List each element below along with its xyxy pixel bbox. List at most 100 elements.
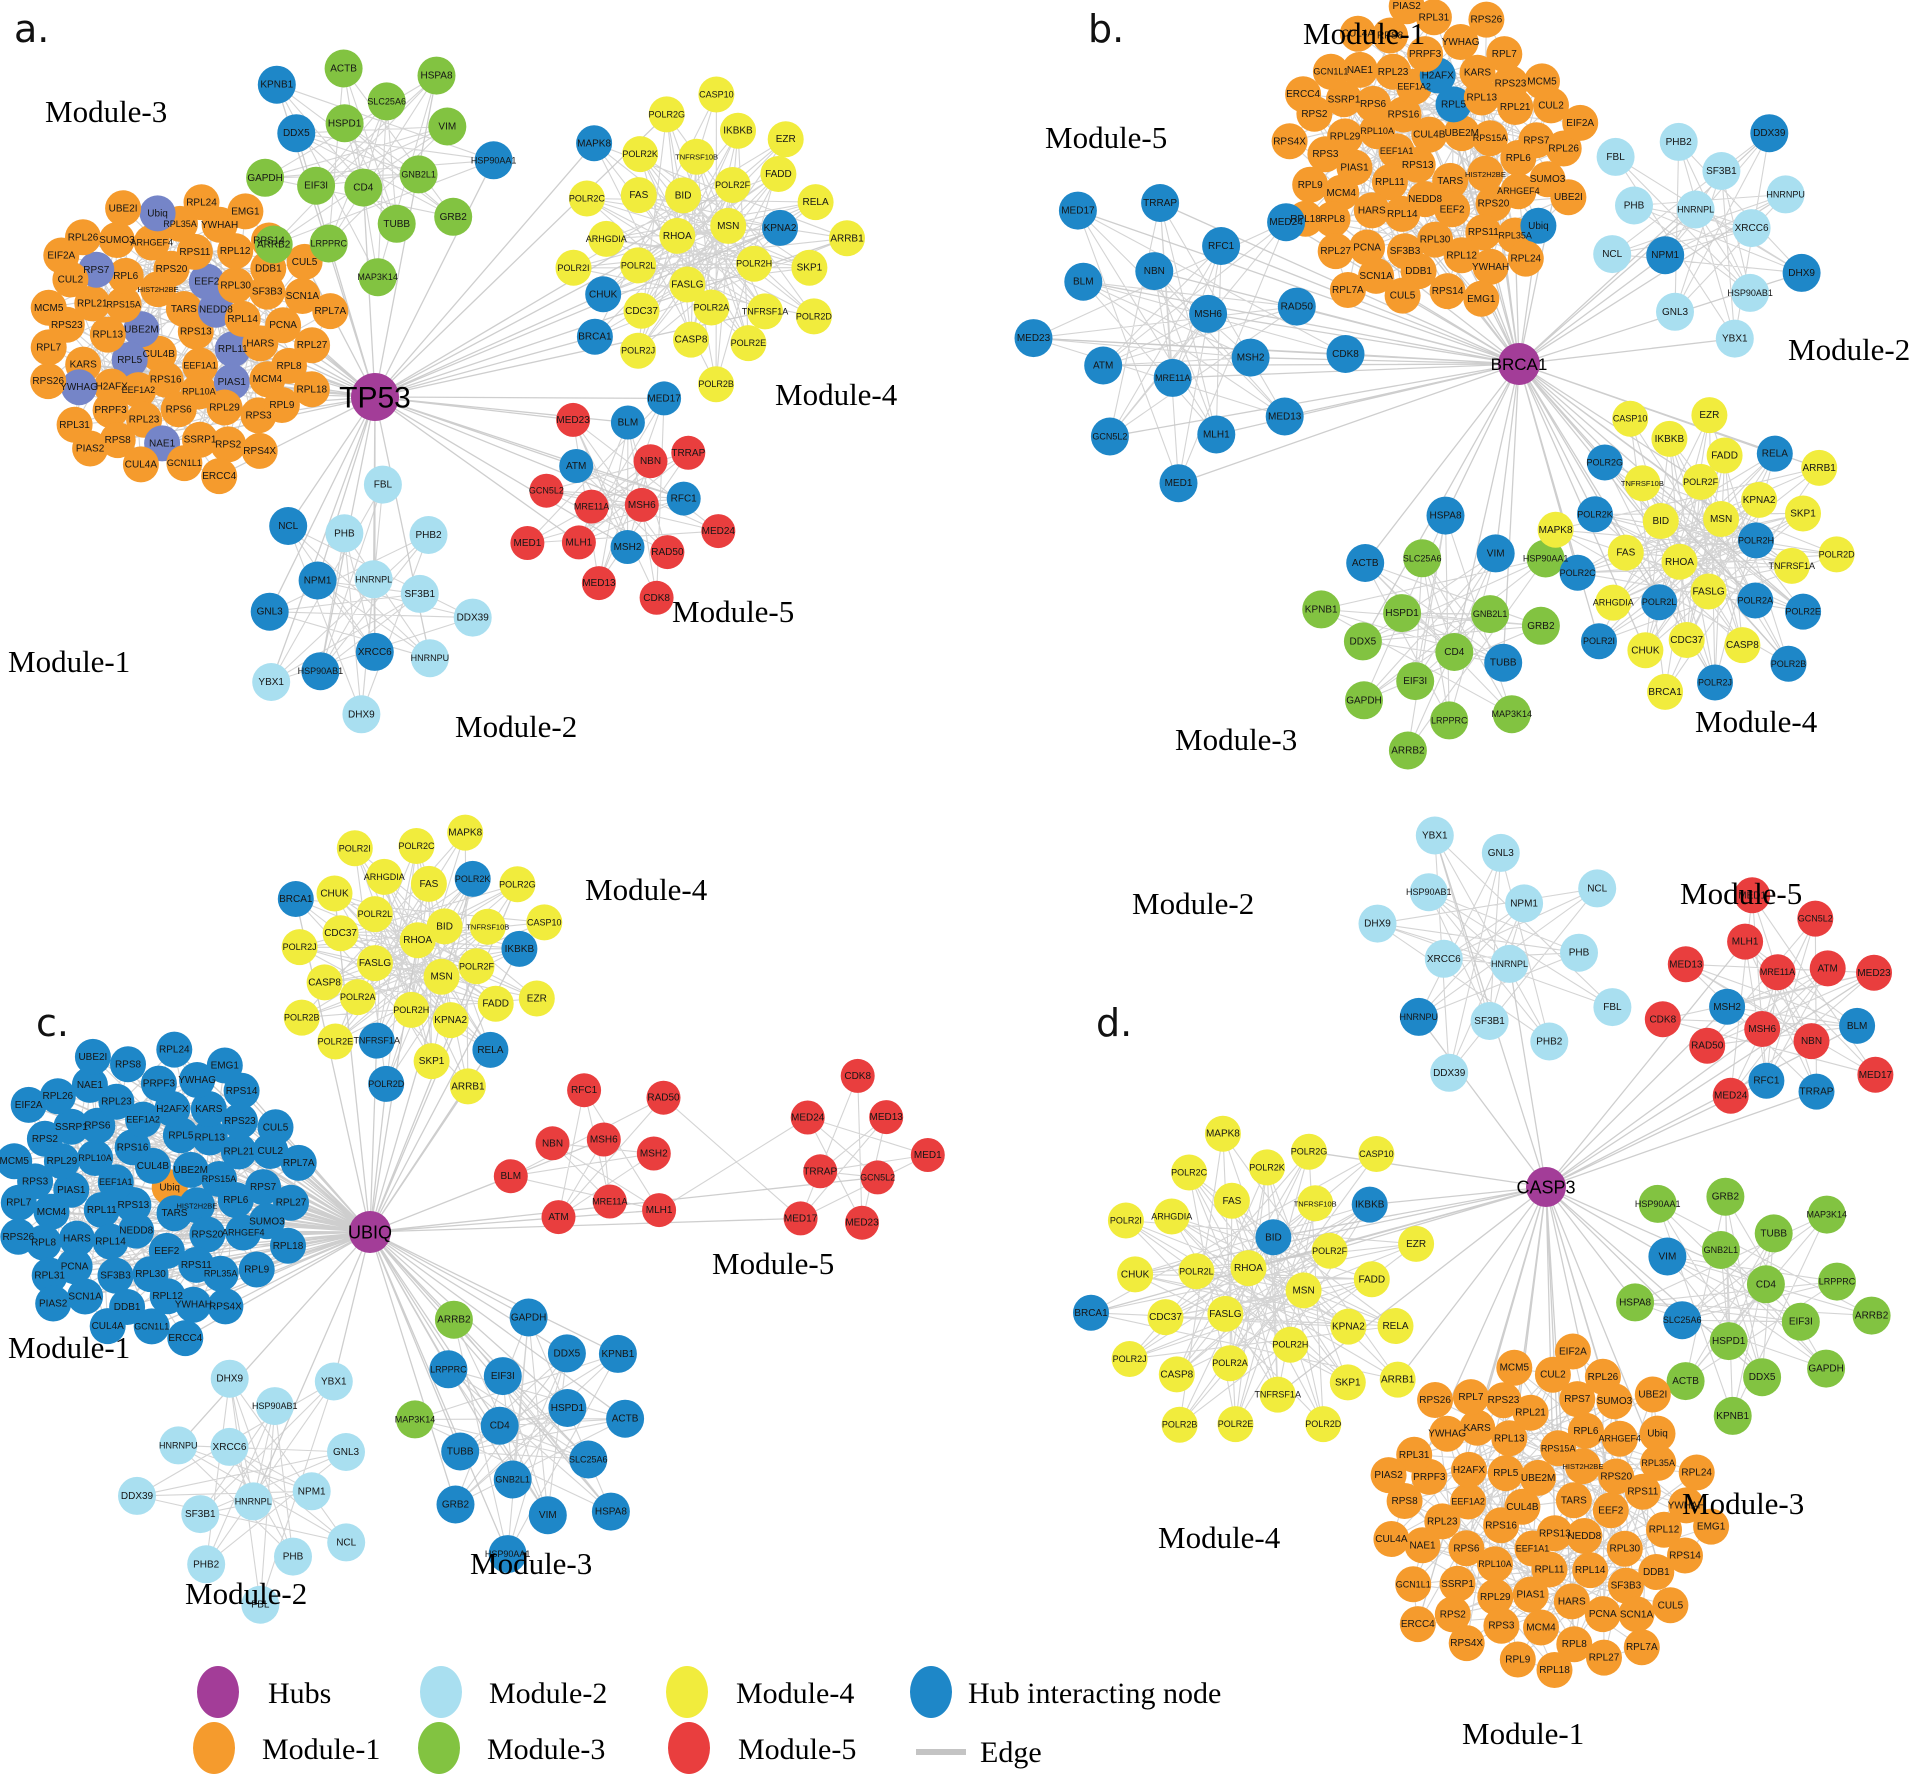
node-RPS26[interactable] — [0, 1218, 37, 1255]
node-CDK8[interactable] — [639, 580, 674, 615]
node-POLR2L[interactable] — [1641, 584, 1678, 621]
node-EIF3I[interactable] — [1781, 1302, 1820, 1341]
node-POLR2D[interactable] — [368, 1065, 405, 1102]
node-PHB2[interactable] — [1530, 1022, 1569, 1061]
node-CDC37[interactable] — [623, 292, 660, 329]
node-TARS[interactable] — [1432, 162, 1469, 199]
node-POLR2J[interactable] — [1111, 1341, 1148, 1377]
node-VIM[interactable] — [1648, 1237, 1687, 1276]
node-FASLG[interactable] — [1207, 1295, 1244, 1332]
node-EEF1A2[interactable] — [1450, 1483, 1487, 1520]
node-RPS15A[interactable] — [1472, 120, 1508, 157]
node-EMG1[interactable] — [1693, 1508, 1730, 1545]
node-HARS[interactable] — [58, 1220, 95, 1257]
node-HSP90AB1[interactable] — [301, 652, 340, 691]
node-Ubiq[interactable] — [1639, 1415, 1676, 1452]
node-ARRB2[interactable] — [1852, 1296, 1891, 1335]
node-NBN[interactable] — [535, 1126, 570, 1161]
node-CASP8[interactable] — [1724, 627, 1761, 664]
node-FADD[interactable] — [760, 156, 797, 192]
node-MSH6[interactable] — [1189, 294, 1228, 333]
node-TRRAP[interactable] — [1141, 184, 1180, 222]
node-MAP3K14[interactable] — [396, 1400, 434, 1439]
node-HIST2H2BE[interactable] — [1467, 155, 1504, 192]
node-POLR2I[interactable] — [555, 249, 592, 286]
node-RPL18[interactable] — [293, 371, 330, 408]
node-RPS23[interactable] — [221, 1103, 258, 1140]
node-RPS6[interactable] — [1355, 85, 1391, 122]
node-POLR2D[interactable] — [1818, 536, 1855, 573]
node-HARS[interactable] — [1553, 1583, 1590, 1620]
node-BLM[interactable] — [1064, 262, 1103, 301]
node-FASLG[interactable] — [357, 945, 393, 982]
node-KARS[interactable] — [1459, 1409, 1496, 1446]
node-GNB2L1[interactable] — [493, 1460, 532, 1499]
node-MAPK8[interactable] — [576, 125, 613, 162]
node-TUBB[interactable] — [1484, 643, 1523, 682]
node-RPL5[interactable] — [1487, 1455, 1524, 1492]
node-GNL3[interactable] — [1481, 833, 1520, 872]
node-LRPPRC[interactable] — [1430, 701, 1469, 740]
node-NCL[interactable] — [1578, 869, 1617, 908]
node-RPS26[interactable] — [30, 363, 67, 400]
node-NCL[interactable] — [327, 1523, 366, 1562]
node-GAPDH[interactable] — [1807, 1349, 1846, 1388]
node-RPL23[interactable] — [98, 1083, 135, 1120]
node-GCN5L2[interactable] — [860, 1160, 895, 1195]
node-GNB2L1[interactable] — [399, 155, 438, 194]
node-ARHGDIA[interactable] — [1153, 1198, 1190, 1235]
node-RPS7[interactable] — [1518, 122, 1555, 159]
node-POLR2A[interactable] — [693, 289, 730, 326]
hub-node-CASP3[interactable] — [1526, 1167, 1566, 1207]
node-RPS7[interactable] — [245, 1169, 282, 1206]
hub-node-TP53[interactable] — [351, 373, 399, 421]
node-SKP1[interactable] — [413, 1043, 450, 1080]
node-TARS[interactable] — [165, 291, 202, 327]
node-KARS[interactable] — [1459, 54, 1496, 91]
node-GNL3[interactable] — [327, 1433, 365, 1471]
node-PIAS1[interactable] — [1512, 1576, 1549, 1613]
node-RHOA[interactable] — [1661, 543, 1698, 580]
node-KPNA2[interactable] — [432, 1002, 469, 1039]
node-DDX5[interactable] — [547, 1334, 586, 1373]
node-RPS7[interactable] — [1559, 1381, 1596, 1418]
node-PRPF3[interactable] — [140, 1065, 177, 1102]
node-POLR2L[interactable] — [1178, 1253, 1215, 1290]
node-ARHGDIA[interactable] — [588, 220, 625, 257]
node-RPL12[interactable] — [1646, 1511, 1682, 1548]
node-IKBKB[interactable] — [501, 930, 538, 967]
node-BRCA1[interactable] — [1647, 673, 1684, 710]
node-MED17[interactable] — [1857, 1056, 1894, 1093]
node-XRCC6[interactable] — [1424, 939, 1463, 978]
node-RPS2[interactable] — [1434, 1596, 1471, 1633]
node-CUL4A[interactable] — [122, 446, 159, 483]
node-HSP90AA1[interactable] — [474, 141, 513, 180]
node-HSP90AB1[interactable] — [1731, 273, 1770, 312]
node-GCN5L2[interactable] — [529, 473, 564, 508]
node-RPL12[interactable] — [1443, 237, 1480, 274]
node-POLR2I[interactable] — [1581, 623, 1617, 660]
node-POLR2F[interactable] — [458, 948, 495, 985]
node-DDX5[interactable] — [1343, 622, 1382, 661]
node-YWHAG[interactable] — [1429, 1415, 1466, 1452]
node-MED17[interactable] — [647, 381, 682, 416]
node-NEDD8[interactable] — [1566, 1518, 1603, 1554]
node-YWHAG[interactable] — [1442, 24, 1479, 60]
node-MLH1[interactable] — [1197, 415, 1236, 454]
node-RPL11[interactable] — [214, 331, 251, 368]
node-MCM5[interactable] — [1496, 1349, 1533, 1386]
node-HNRNPL[interactable] — [234, 1482, 273, 1521]
node-POLR2H[interactable] — [393, 991, 430, 1028]
hub-node-BRCA1[interactable] — [1498, 343, 1540, 385]
node-RFC1[interactable] — [1748, 1062, 1785, 1099]
node-ACTB[interactable] — [1346, 544, 1385, 582]
node-MSH2[interactable] — [1709, 988, 1746, 1025]
node-BID[interactable] — [665, 177, 702, 214]
node-RPL27[interactable] — [273, 1184, 309, 1221]
node-BLM[interactable] — [610, 405, 645, 440]
node-RPL14[interactable] — [1572, 1552, 1609, 1589]
node-MSH6[interactable] — [624, 487, 659, 522]
node-ARHGEF4[interactable] — [1500, 173, 1537, 210]
node-RAD50[interactable] — [1689, 1027, 1726, 1064]
node-RPS26[interactable] — [1417, 1382, 1454, 1418]
